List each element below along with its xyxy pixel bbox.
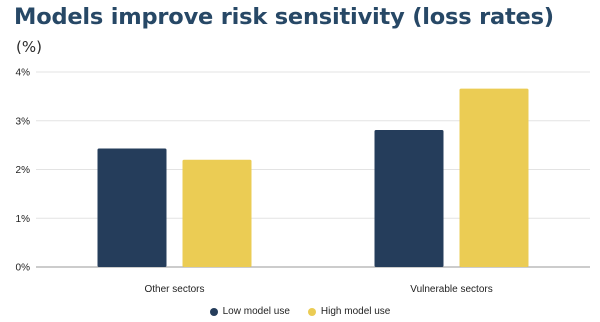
y-tick-label: 4% [16,68,31,79]
legend-item: Low model use [209,306,290,317]
y-tick-label: 2% [16,165,31,176]
legend-swatch [307,307,316,316]
legend-item: High model use [307,306,391,317]
x-axis-categories: Other sectors Vulnerable sectors [144,284,492,295]
bar-low-model-use-vulnerable-sectors [374,130,444,267]
y-tick-label: 3% [16,116,31,127]
bar-high-model-use-vulnerable-sectors [459,88,529,267]
legend: Low model use High model use [0,306,600,317]
category-label: Other sectors [144,284,204,295]
y-tick-label: 0% [16,263,31,274]
legend-label: Low model use [222,306,290,317]
category-label: Vulnerable sectors [410,284,492,295]
legend-label: High model use [320,306,391,317]
y-axis-ticks: 0% 1% 2% 3% 4% [16,68,31,274]
bars [97,88,529,267]
y-tick-label: 1% [16,214,31,225]
bar-low-model-use-other-sectors [97,148,167,267]
chart-title: Models improve risk sensitivity (loss ra… [14,4,554,30]
legend-swatch [209,307,218,316]
chart-subtitle: (%) [16,38,42,56]
bar-high-model-use-other-sectors [182,159,252,267]
